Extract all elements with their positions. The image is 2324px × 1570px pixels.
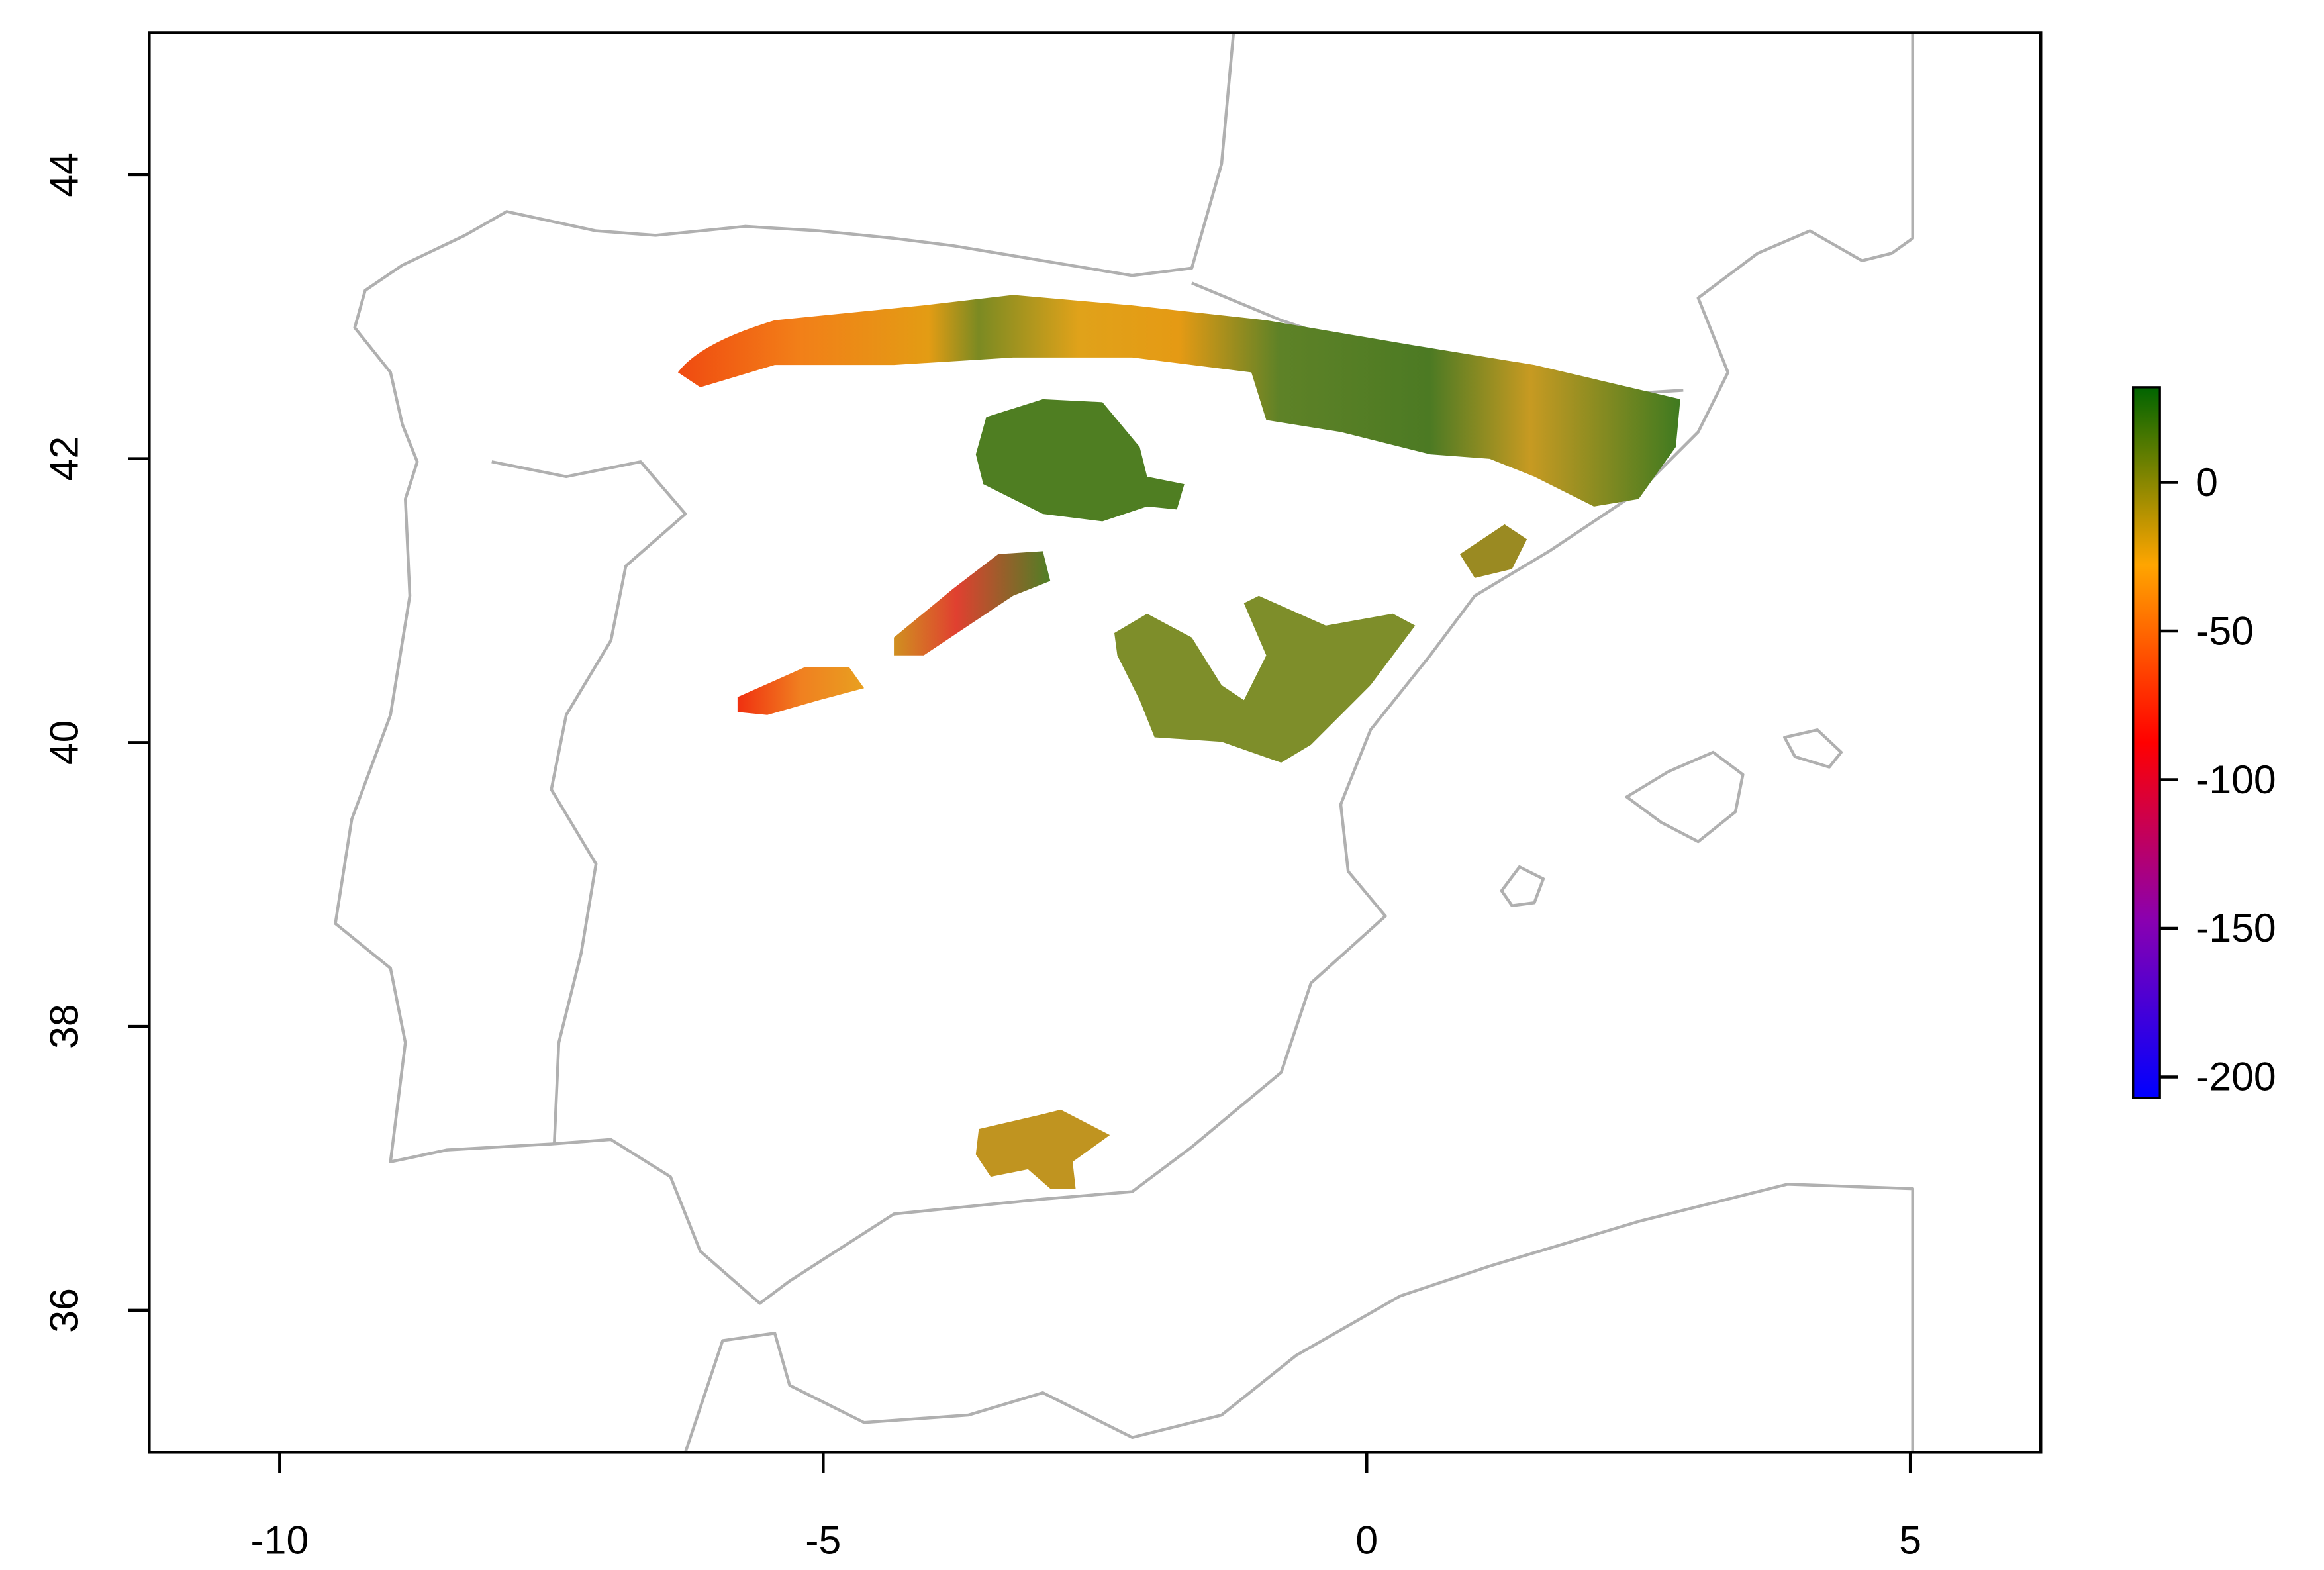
raster-patch (1114, 595, 1416, 763)
axes: -10 -5 0 5 36 38 40 42 44 (41, 152, 1921, 1562)
y-tick-label: 40 (41, 720, 86, 765)
colorbar-tick-label: 0 (2196, 460, 2218, 505)
plot-frame (148, 31, 2043, 1454)
x-tick-label: -5 (805, 1517, 841, 1562)
island (1500, 865, 1545, 907)
raster-patch (894, 551, 1051, 656)
island (1625, 750, 1745, 844)
colorbar-tick-label: -200 (2196, 1054, 2276, 1099)
colorbar (2132, 386, 2161, 1099)
x-tick-label: 5 (1899, 1517, 1921, 1562)
y-tick-label: 36 (41, 1288, 86, 1333)
coastline (334, 32, 1915, 1305)
raster-patch (1459, 524, 1527, 578)
raster (677, 295, 1680, 1189)
colorbar-tick-label: -100 (2196, 757, 2276, 802)
raster-patch (975, 1109, 1110, 1189)
y-tick-label: 42 (41, 436, 86, 481)
coastline (684, 1183, 1915, 1453)
raster-patch (975, 399, 1185, 522)
y-tick-label: 38 (41, 1004, 86, 1049)
x-tick-label: 0 (1355, 1517, 1378, 1562)
coastlines (334, 32, 1915, 1453)
border (491, 460, 687, 1144)
raster-patch (737, 667, 865, 715)
colorbar-tick-label: -150 (2196, 905, 2276, 950)
raster-patch (677, 295, 1680, 507)
x-tick-label: -10 (250, 1517, 309, 1562)
y-tick-label: 44 (41, 152, 86, 197)
island (1783, 728, 1843, 769)
colorbar-tick-label: -50 (2196, 608, 2254, 653)
